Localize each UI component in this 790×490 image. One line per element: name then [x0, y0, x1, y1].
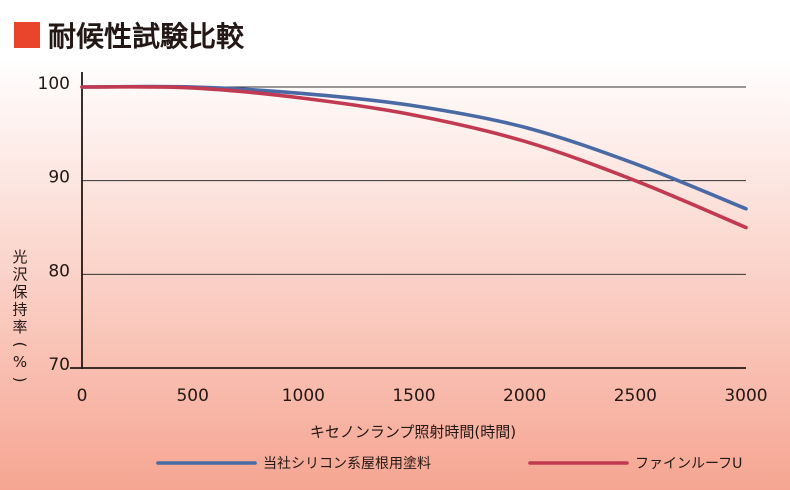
y-axis-label-char: 光 — [12, 248, 27, 266]
legend-label-1: 当社シリコン系屋根用塗料 — [263, 455, 431, 472]
y-axis-label-char: % — [13, 353, 27, 371]
x-tick-label: 2500 — [614, 386, 657, 406]
y-tick-label: 90 — [48, 168, 70, 188]
x-tick-label: 1500 — [392, 386, 435, 406]
y-tick-label: 100 — [38, 74, 70, 94]
y-tick-labels: 70 80 90 100 — [38, 74, 70, 375]
series-line-2 — [80, 85, 748, 230]
y-axis-label-char: 保 — [12, 283, 27, 301]
x-tick-label: 1000 — [282, 386, 325, 406]
x-tick-label: 2000 — [503, 386, 546, 406]
x-tick-label: 500 — [176, 386, 208, 406]
y-axis-label-char: 持 — [12, 301, 27, 319]
y-tick-label: 70 — [48, 355, 70, 375]
x-tick-label: 3000 — [724, 386, 767, 406]
y-axis-label-char: 率 — [12, 318, 27, 336]
x-axis-label: キセノンランプ照射時間(時間) — [310, 423, 516, 441]
y-axis-label-char: 沢 — [12, 266, 27, 284]
chart-title: 耐候性試験比較 — [48, 20, 245, 53]
legend: 当社シリコン系屋根用塗料 ファインルーフU — [156, 455, 742, 472]
x-tick-label: 0 — [77, 386, 88, 406]
axes — [70, 72, 746, 369]
y-axis-label-char: ) — [11, 377, 29, 383]
legend-label-2: ファインルーフU — [635, 456, 742, 472]
title-marker — [14, 22, 40, 48]
y-tick-label: 80 — [48, 261, 70, 281]
x-tick-labels: 0 500 1000 1500 2000 2500 3000 — [77, 386, 768, 406]
series-lines — [80, 84, 748, 230]
y-axis-label-char: ( — [11, 342, 29, 348]
